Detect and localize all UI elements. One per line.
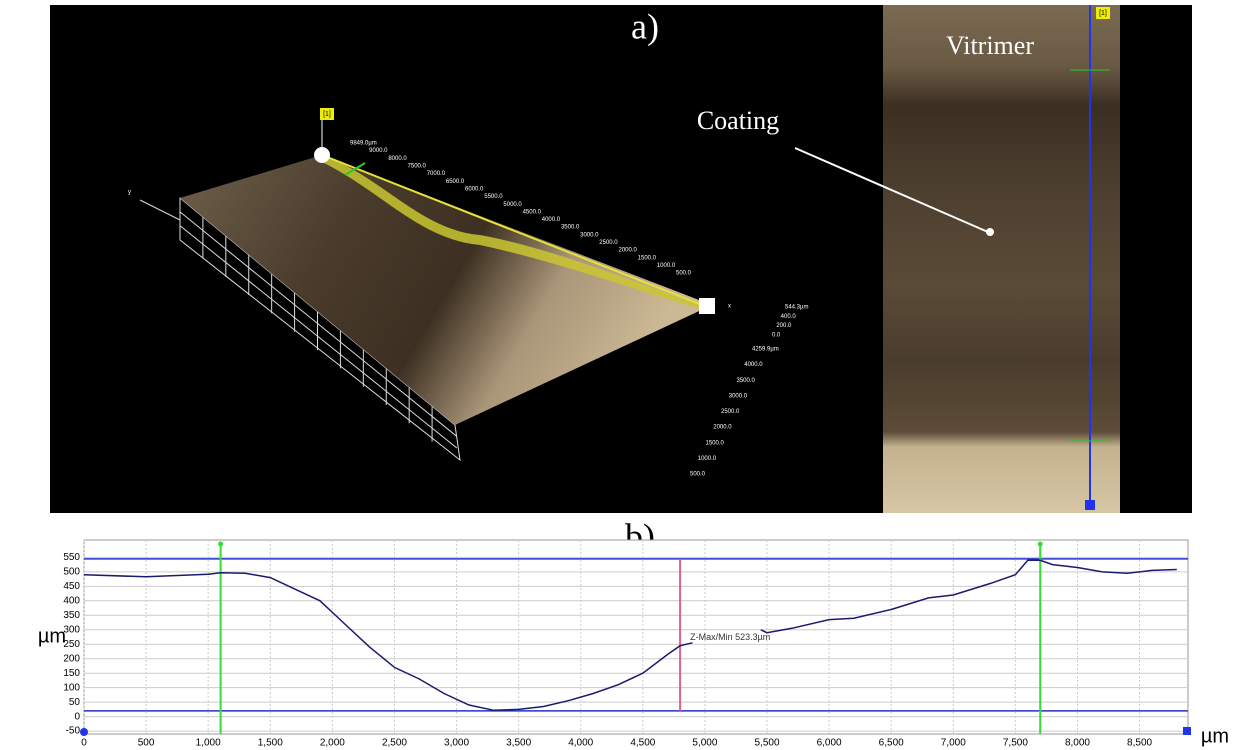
y-tick-label: -50	[66, 726, 81, 737]
scale-label: 200.0	[776, 323, 792, 329]
scale-label: 400.0	[781, 314, 797, 320]
leader-line	[794, 147, 989, 233]
leader-dot	[986, 228, 994, 236]
y-tick-label: 400	[63, 595, 80, 606]
micrograph	[883, 5, 1120, 513]
scale-label: 4500.0	[523, 209, 542, 215]
x-tick-label: 1,000	[196, 738, 221, 749]
surface-3d	[180, 155, 712, 425]
scale-label: 2500.0	[721, 409, 740, 415]
scale-label: 1500.0	[638, 255, 657, 261]
wire-line	[179, 211, 458, 437]
y-tick-label: 300	[63, 624, 80, 635]
profile-line	[83, 559, 1177, 712]
scale-label: 1000.0	[657, 263, 676, 269]
y-tick-label: 0	[74, 711, 80, 722]
x-tick-label: 5,500	[754, 738, 779, 749]
scale-label: 2500.0	[599, 240, 618, 246]
cursor-handle	[1037, 541, 1043, 547]
scale-label: 4000.0	[744, 362, 763, 368]
scale-label: 2000.0	[618, 248, 637, 254]
range-start	[80, 728, 88, 736]
x-tick-label: 2,500	[382, 738, 407, 749]
panel-label: a)	[631, 6, 659, 46]
x-tick-label: 3,500	[506, 738, 531, 749]
marker-label: [1]	[1099, 10, 1107, 17]
x-tick-label: 7,000	[941, 738, 966, 749]
y-tick-label: 200	[63, 653, 80, 664]
scale-label: 8000.0	[388, 156, 407, 162]
scale-label: 5000.0	[503, 202, 522, 208]
scale-label: 7000.0	[427, 171, 446, 177]
scale-label: 3000.0	[729, 393, 748, 399]
wire-line	[179, 225, 458, 449]
scale-label: 544.3µm	[785, 305, 808, 311]
scale-label: 6500.0	[446, 179, 465, 185]
scale-label: 7500.0	[408, 164, 427, 170]
y-tick-label: 500	[63, 566, 80, 577]
marker-box	[320, 108, 334, 120]
scale-label: 6000.0	[465, 186, 484, 192]
x-tick-label: 4,000	[568, 738, 593, 749]
x-tick-label: 5,000	[692, 738, 717, 749]
scale-label: 9849.0µm	[350, 141, 377, 147]
range-end	[1183, 727, 1191, 735]
y-tick-label: 550	[63, 552, 80, 563]
x-tick-label: 500	[138, 738, 155, 749]
scale-label: 2000.0	[713, 425, 732, 431]
x-tick-label: 8,500	[1127, 738, 1152, 749]
y-tick-label: 250	[63, 639, 80, 650]
scale-label: 500.0	[690, 472, 706, 478]
x-axis-label: µm	[1201, 725, 1229, 747]
y-tick-label: 50	[69, 697, 81, 708]
y-tick-label: 100	[63, 682, 80, 693]
y-tick-label: 450	[63, 581, 80, 592]
x-tick-label: 3,000	[444, 738, 469, 749]
y-tick-label: 150	[63, 668, 80, 679]
scale-label: 3000.0	[580, 232, 599, 238]
axis-letter: y	[128, 190, 131, 196]
x-tick-label: 1,500	[258, 738, 283, 749]
end-point	[699, 298, 715, 314]
scale-label: 1000.0	[698, 456, 717, 462]
y-tick-label: 350	[63, 610, 80, 621]
cursor-handle	[218, 541, 224, 547]
start-point	[314, 147, 330, 163]
coating-label: Coating	[697, 106, 779, 135]
x-tick-label: 7,500	[1003, 738, 1028, 749]
y-axis-label: µm	[38, 625, 66, 647]
plot-area	[83, 539, 1189, 735]
x-tick-label: 6,000	[817, 738, 842, 749]
x-tick-label: 8,000	[1065, 738, 1090, 749]
cursor-3d	[344, 162, 366, 176]
marker-label: [1]	[323, 111, 331, 118]
scale-label: 4259.9µm	[752, 347, 779, 353]
scale-label: 3500.0	[737, 378, 756, 384]
scale-label: 4000.0	[542, 217, 561, 223]
profile-line-3d	[321, 154, 711, 309]
scale-label: 500.0	[676, 271, 692, 277]
profile-band	[322, 155, 712, 312]
x-tick-label: 2,000	[320, 738, 345, 749]
scale-label: 9000.0	[369, 148, 388, 154]
material-label: Vitrimer	[946, 31, 1034, 60]
x-tick-label: 4,500	[630, 738, 655, 749]
x-tick-label: 6,500	[879, 738, 904, 749]
x-tick-label: 0	[81, 738, 87, 749]
annotation: Z-Max/Min 523.3µm	[690, 632, 770, 642]
scale-label: 5500.0	[484, 194, 503, 200]
scale-label: 1500.0	[706, 440, 725, 446]
scale-label: 3500.0	[561, 225, 580, 231]
axis-letter: x	[728, 304, 731, 310]
marker-box	[1096, 7, 1110, 19]
scan-end	[1085, 500, 1095, 510]
scale-label: 0.0	[772, 333, 781, 339]
